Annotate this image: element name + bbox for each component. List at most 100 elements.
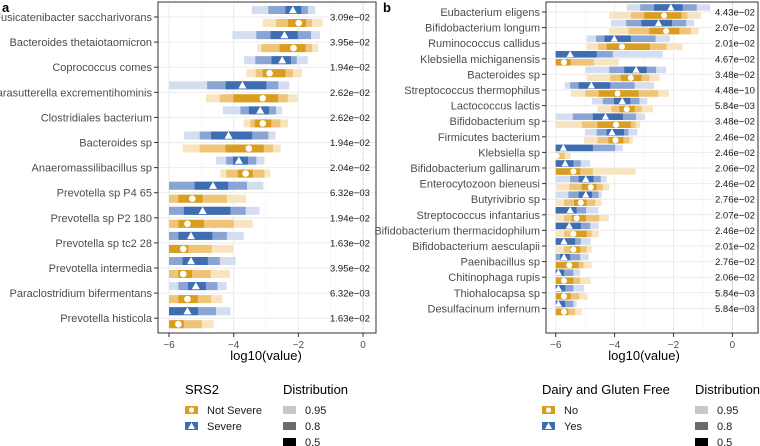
median-point-circle [587,184,594,191]
row: Streptococcus thermophilus 4.48e−10 [404,81,755,97]
median-point-triangle [566,206,574,214]
legend-title: Dairy and Gluten Free [542,382,670,397]
category-label: Bifidobacterium thermacidophilum [374,225,540,237]
median-point-triangle [554,300,562,307]
median-point-circle [242,170,249,177]
p-value-label: 2.07e−02 [715,23,755,34]
category-label: Clostridiales bacterium [41,112,152,124]
x-tick-label: −4 [609,340,621,351]
median-point-circle [577,199,584,206]
median-point-circle [179,270,187,278]
interval-q50-yes [654,4,683,11]
x-tick-label: 0 [360,340,366,351]
row: Prevotella sp P4 65 6.32e−03 [57,181,370,203]
row: Paenibacillus sp 2.76e−02 [461,253,755,269]
median-point-triangle [198,206,207,214]
legend-triangle-icon [545,422,552,429]
row: Klebsiella sp 2.46e−02 [478,144,755,159]
interval-q50-yes [606,129,625,136]
category-label: Butyrivibrio sp [471,194,540,206]
median-point-circle [570,168,577,175]
category-label: Prevotella intermedia [49,263,153,275]
p-value-label: 2.76e−02 [715,257,755,268]
category-label: Thiohalocapsa sp [454,288,540,300]
median-point-circle [614,90,621,97]
legend-circle-icon [545,407,552,413]
x-tick-label: −2 [293,340,305,351]
row: Anaeromassilibacillus sp 2.04e−02 [32,156,370,178]
interval-q50-severe [211,131,253,140]
p-value-label: 3.48e−02 [715,117,755,128]
x-tick-label: −6 [163,340,175,351]
interval-q50-severe [183,206,231,215]
median-point-triangle [238,81,247,89]
interval-q80-not-severe [168,320,202,329]
median-point-triangle [186,257,195,265]
row: Bacteroides sp 1.94e−02 [79,131,370,153]
median-point-circle [663,28,670,35]
row: Butyrivibrio sp 2.76e−02 [471,191,755,206]
row: Bifidobacterium sp 3.48e−02 [450,113,755,128]
category-label: Enterocytozoon bieneusi [420,179,540,191]
median-point-triangle [561,159,569,167]
p-value-label: 2.76e−02 [715,195,755,206]
p-value-label: 3.09e−02 [330,13,370,24]
distribution-level-label: 0.95 [305,405,326,417]
distribution-level-label: 0.5 [717,437,732,446]
median-point-circle [179,245,187,253]
median-point-circle [290,44,297,52]
row: Thiohalocapsa sp 5.84e−03 [454,284,755,300]
p-value-label: 4.43e−02 [715,8,755,19]
x-tick-label: 0 [730,340,736,351]
panel-label: b [383,0,391,15]
median-point-circle [184,295,191,303]
p-value-label: 1.94e−02 [330,213,370,224]
median-point-triangle [610,35,618,42]
interval-q50-yes [555,207,577,214]
category-label: Anaeromassilibacillus sp [32,163,152,175]
interval-q50-yes [592,113,623,120]
row: Prevotella intermedia 3.95e−02 [49,257,370,278]
row: Bifidobacterium longum 2.07e−02 [425,19,755,35]
interval-q80-yes [555,269,574,276]
category-label: Paenibacillus sp [461,257,541,269]
legend-item-label: No [564,405,578,417]
p-value-label: 2.06e−02 [715,164,755,175]
legend-title: SRS2 [185,382,219,397]
median-point-circle [266,69,273,77]
row: Prevotella histicola 1.63e−02 [60,307,370,329]
category-label: Streptococcus thermophilus [404,85,540,97]
median-point-triangle [587,81,595,89]
median-point-circle [560,59,567,66]
category-label: Bifidobacterium sp [450,116,541,128]
median-point-circle [570,246,577,253]
p-value-label: 1.94e−02 [330,138,370,149]
p-value-label: 2.07e−02 [715,210,755,221]
interval-q80-not-severe [168,244,212,253]
distribution-swatch [695,422,708,430]
median-point-circle [560,277,567,284]
category-label: Bifidobacterium aesculapii [412,241,540,253]
distribution-level-label: 0.8 [717,421,732,433]
median-point-circle [627,74,634,81]
interval-q50-no [555,168,581,175]
median-point-circle [175,320,182,328]
category-label: Firmicutes bacterium [438,132,540,144]
interval-q50-yes [555,144,593,152]
p-value-label: 2.01e−02 [715,242,755,253]
category-label: Bacteroides sp [79,138,152,150]
interval-q50-severe [182,257,208,265]
category-label: Streptococcus infantarius [416,210,540,222]
p-value-label: 3.95e−02 [330,38,370,49]
row: Bacteroides sp 3.48e−02 [467,66,755,81]
median-point-circle [259,120,267,127]
distribution-swatch [283,422,296,430]
interval-q50-not-severe [225,144,264,153]
p-value-label: 3.48e−02 [715,70,755,81]
median-point-triangle [191,282,200,290]
x-tick-label: −2 [668,340,680,351]
median-point-triangle [601,113,610,120]
p-value-label: 5.84e−03 [715,101,755,112]
category-label: Paraclostridium bifermentans [10,288,153,300]
